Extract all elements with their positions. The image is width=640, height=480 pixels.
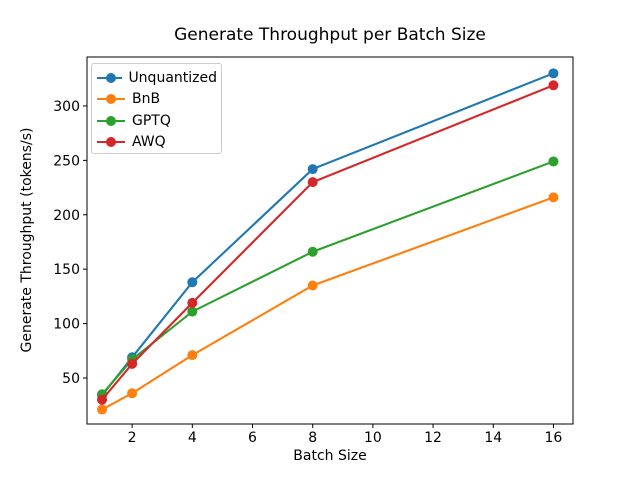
series-marker-gptq [548,156,559,167]
y-tick-label: 250 [53,153,80,169]
x-tick-label: 4 [188,430,197,446]
series-marker-bnb [187,350,198,361]
legend-label: AWQ [132,134,166,151]
legend-marker-icon [106,137,116,148]
series-marker-bnb [97,404,108,415]
legend-swatch-awq-icon [97,137,125,148]
series-marker-awq [548,80,559,91]
x-axis-label: Batch Size [293,448,367,464]
x-tick-label: 16 [545,430,563,446]
series-marker-bnb [548,192,559,203]
series-marker-gptq [187,306,198,317]
series-marker-awq [307,177,318,188]
y-tick-label: 100 [53,317,80,333]
series-marker-unquantized [307,164,318,175]
series-marker-awq [127,358,138,369]
legend-item-gptq: GPTQ [96,110,217,132]
legend-marker-icon [106,94,116,105]
series-marker-unquantized [548,68,559,79]
legend-label: Unquantized [128,69,217,86]
y-tick-label: 150 [53,262,80,278]
series-marker-bnb [307,280,318,291]
series-marker-awq [187,297,198,308]
x-tick-label: 10 [364,430,382,446]
legend-swatch-bnb-icon [97,94,125,105]
x-tick-label: 2 [128,430,137,446]
x-tick-label: 12 [424,430,442,446]
legend-item-awq: AWQ [96,132,217,154]
series-marker-bnb [127,388,138,399]
legend-swatch-unquantized-icon [97,72,123,83]
legend-swatch-gptq-icon [97,115,125,126]
legend-marker-icon [106,72,116,83]
chart-title: Generate Throughput per Batch Size [174,25,486,45]
legend-label: GPTQ [132,112,171,129]
legend-marker-icon [106,115,116,126]
x-tick-label: 14 [484,430,502,446]
legend: Unquantized BnB GPTQ AWQ [91,63,222,154]
y-tick-label: 50 [62,371,80,387]
x-tick-label: 6 [248,430,257,446]
legend-item-bnb: BnB [96,89,217,111]
series-marker-gptq [307,246,318,257]
series-marker-unquantized [187,277,198,288]
y-tick-label: 300 [53,99,80,115]
x-tick-label: 8 [308,430,317,446]
y-axis-label-text: Generate Throughput (tokens/s) [19,127,35,353]
legend-item-unquantized: Unquantized [96,67,217,89]
legend-label: BnB [132,91,161,108]
y-tick-label: 200 [53,208,80,224]
series-marker-awq [97,394,108,405]
